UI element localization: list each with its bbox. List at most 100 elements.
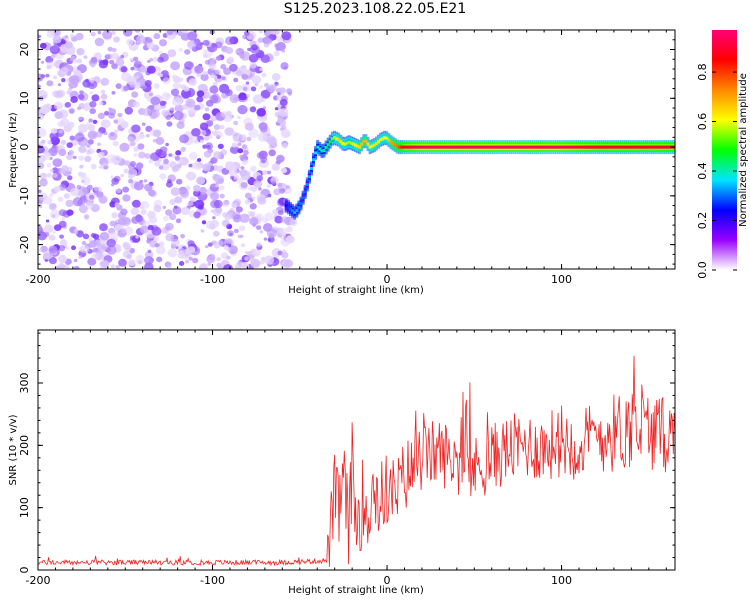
noise-blob <box>120 120 129 129</box>
noise-blob <box>61 217 65 221</box>
noise-blob <box>109 220 116 227</box>
noise-blob <box>268 149 276 157</box>
noise-blob <box>69 135 76 141</box>
noise-blob <box>249 203 257 210</box>
noise-blob <box>139 66 147 73</box>
noise-blob <box>122 241 130 249</box>
ridge-cell <box>412 145 416 149</box>
noise-blob <box>240 234 244 238</box>
noise-blob <box>144 80 152 87</box>
ridge-cell <box>370 144 374 148</box>
x-tick-label: -200 <box>26 273 51 286</box>
noise-blob <box>256 108 267 117</box>
ridge-cell <box>431 145 435 149</box>
ridge-cell <box>519 145 523 149</box>
ridge-cell <box>632 145 636 149</box>
noise-blob <box>200 139 204 143</box>
noise-blob <box>132 199 141 208</box>
noise-blob <box>94 37 105 47</box>
ridge-cell <box>542 145 546 149</box>
ridge-cell <box>517 145 521 149</box>
ridge-cell <box>496 145 500 149</box>
noise-blob <box>38 128 47 137</box>
top-y-axis: -20 -10 0 10 20 <box>18 29 675 265</box>
noise-blob <box>104 110 110 116</box>
noise-blob <box>89 91 94 95</box>
ridge-cell <box>513 145 517 149</box>
noise-blob <box>285 185 290 189</box>
noise-blob <box>46 173 52 178</box>
noise-blob <box>178 47 184 52</box>
noise-blob <box>120 66 128 73</box>
noise-blob <box>76 48 85 56</box>
noise-blob <box>214 175 225 185</box>
noise-blob <box>88 194 95 200</box>
ridge-cell <box>624 145 628 149</box>
noise-blob <box>176 178 183 185</box>
noise-blob <box>267 136 277 146</box>
noise-blob <box>193 189 201 197</box>
noise-blob <box>59 168 66 175</box>
noise-blob <box>144 256 154 265</box>
noise-blob <box>74 59 79 64</box>
noise-blob <box>145 134 150 138</box>
noise-blob <box>215 55 222 61</box>
ridge-cell <box>555 145 558 149</box>
ridge-cell <box>347 140 351 144</box>
noise-blob <box>244 256 250 261</box>
noise-blob <box>192 257 199 264</box>
noise-blob <box>117 113 122 117</box>
noise-blob <box>206 120 214 127</box>
noise-blob <box>120 208 128 216</box>
noise-blob <box>163 158 170 165</box>
top-x-axis: -200 -100 0 100 <box>26 30 667 286</box>
noise-blob <box>236 70 243 77</box>
noise-blob <box>206 145 211 149</box>
ridge-cell <box>406 145 410 149</box>
ridge-cell <box>603 145 607 149</box>
noise-blob <box>251 186 257 192</box>
noise-blob <box>280 129 291 139</box>
noise-blob <box>239 154 244 159</box>
ridge-cell <box>481 145 485 149</box>
noise-blob <box>46 163 52 168</box>
noise-blob <box>108 107 113 111</box>
noise-blob <box>277 92 281 96</box>
noise-blob <box>124 106 133 115</box>
ridge-cell <box>318 147 322 151</box>
noise-blob <box>85 78 90 83</box>
noise-blob <box>148 189 156 197</box>
noise-blob <box>93 186 100 192</box>
noise-blob <box>66 153 74 161</box>
ridge-cell <box>379 138 383 142</box>
ridge-cell <box>605 145 609 149</box>
noise-blob <box>237 116 241 120</box>
noise-blob <box>257 37 264 43</box>
ridge-cell <box>418 145 422 149</box>
noise-blob <box>143 90 154 100</box>
ridge-cell <box>330 137 334 141</box>
noise-blob <box>38 51 42 57</box>
noise-blob <box>250 165 257 172</box>
bottom-y-axis: 0 100 200 300 <box>18 332 675 574</box>
noise-blob <box>111 52 119 60</box>
noise-blob <box>287 91 292 96</box>
noise-blob <box>225 47 234 54</box>
noise-blob <box>181 206 190 216</box>
noise-blob <box>259 67 263 72</box>
colorbar-tick-label: 0.0 <box>696 261 709 279</box>
noise-blob <box>283 66 288 70</box>
noise-blob <box>38 84 41 89</box>
noise-blob <box>263 255 275 265</box>
noise-blob <box>156 66 161 71</box>
noise-blob <box>225 36 235 46</box>
noise-blob <box>111 63 119 70</box>
ridge-cell <box>569 145 573 149</box>
noise-blob <box>79 172 87 179</box>
noise-blob <box>191 127 201 137</box>
noise-blob <box>137 260 143 265</box>
noise-blob <box>213 151 222 160</box>
noise-blob <box>202 71 207 76</box>
noise-blob <box>233 228 239 234</box>
noise-blob <box>290 219 296 225</box>
